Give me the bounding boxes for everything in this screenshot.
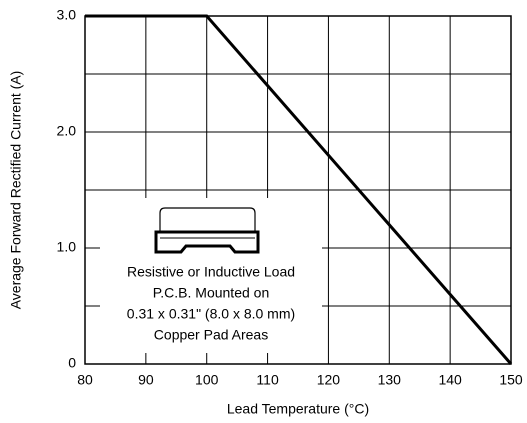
plot-frame — [84, 15, 512, 365]
package-icon — [154, 207, 260, 254]
data-line — [85, 14, 513, 365]
annotation-text: Resistive or Inductive Load — [127, 264, 295, 280]
x-axis-label: Lead Temperature (°C) — [227, 401, 369, 417]
annotation-text: Copper Pad Areas — [154, 327, 268, 343]
annotation-text: 0.31 x 0.31" (8.0 x 8.0 mm) — [127, 306, 295, 322]
x-tick-label: 110 — [256, 372, 279, 388]
x-tick-label: 80 — [77, 372, 93, 388]
y-tick-label: 1.0 — [57, 239, 77, 255]
x-tick-label: 100 — [195, 372, 219, 388]
package-body — [159, 207, 256, 231]
x-tick-label: 90 — [138, 372, 154, 388]
y-tick-label: 2.0 — [57, 123, 77, 139]
y-axis-label: Average Forward Rectified Current (A) — [8, 71, 24, 310]
x-tick-label: 130 — [378, 372, 402, 388]
x-tick-label: 140 — [438, 372, 462, 388]
x-tick-label: 150 — [499, 372, 523, 388]
y-tick-label: 0 — [68, 355, 76, 371]
y-tick-label: 3.0 — [57, 7, 77, 23]
x-tick-label: 120 — [317, 372, 341, 388]
package-base — [154, 230, 260, 254]
annotation-text: P.C.B. Mounted on — [153, 285, 269, 301]
annotation-background — [100, 198, 322, 353]
